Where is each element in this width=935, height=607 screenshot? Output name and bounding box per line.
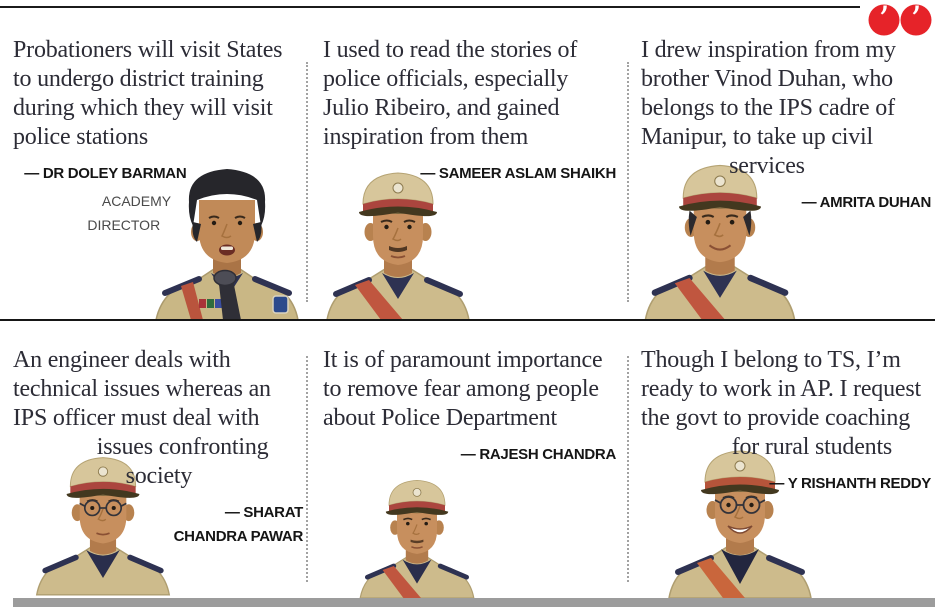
- quote-text: It is of paramount importance to remove …: [323, 347, 603, 431]
- quote-block: Probationers will visit States to underg…: [13, 36, 303, 320]
- officer-photo: [323, 123, 473, 320]
- quote-text: An engineer deals with technical issues …: [13, 347, 271, 489]
- quote-block: It is of paramount importance to remove …: [323, 346, 616, 598]
- quote-attribution: — Y RISHANTH REDDY: [769, 475, 931, 492]
- officer-photo: [357, 433, 477, 598]
- column-divider: [627, 62, 629, 302]
- attribution-role: ACADEMY DIRECTOR: [87, 193, 172, 233]
- officer-photo: [33, 433, 173, 598]
- officer-photo: [151, 162, 303, 320]
- quote-block: I drew inspiration from my brother Vinod…: [641, 36, 931, 320]
- quote-text: Though I belong to TS, I’m ready to work…: [641, 347, 921, 460]
- bottom-page-edge: [13, 598, 935, 607]
- quote-block: An engineer deals with technical issues …: [13, 346, 303, 598]
- officer-photo: [641, 152, 799, 320]
- quote-attribution: — SHARAT CHANDRA PAWAR: [173, 504, 304, 545]
- column-divider: [306, 62, 308, 302]
- quote-attribution: — RAJESH CHANDRA: [460, 446, 617, 463]
- quote-text: Probationers will visit States to underg…: [13, 37, 283, 150]
- svg-text:’: ’: [878, 3, 889, 37]
- quote-block: Though I belong to TS, I’m ready to work…: [641, 346, 931, 598]
- quote-text: I used to read the stories of police off…: [323, 37, 578, 150]
- row-divider-rule: [0, 319, 935, 321]
- column-divider: [306, 356, 308, 582]
- quote-attribution: — AMRITA DUHAN: [801, 194, 932, 211]
- svg-text:’: ’: [910, 3, 921, 37]
- column-divider: [627, 356, 629, 582]
- double-quote-icon: ’ ’: [868, 0, 932, 41]
- quote-attribution: — DR DOLEY BARMAN: [24, 165, 187, 182]
- quote-attribution: — SAMEER ASLAM SHAIKH: [420, 165, 616, 182]
- quote-text: I drew inspiration from my brother Vinod…: [641, 37, 896, 179]
- quote-block: I used to read the stories of police off…: [323, 36, 616, 320]
- top-divider-rule: [0, 6, 860, 8]
- officer-photo: [665, 433, 815, 598]
